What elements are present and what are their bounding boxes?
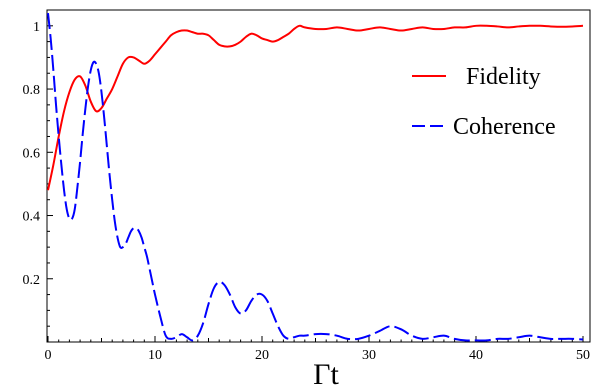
y-tick-label: 0.8 xyxy=(23,83,41,98)
y-tick-label: 1 xyxy=(33,20,40,35)
x-tick-label: 10 xyxy=(148,348,162,363)
x-tick-label: 30 xyxy=(362,348,376,363)
series-line-coherence xyxy=(48,13,583,340)
x-axis-title: Γt xyxy=(313,358,339,389)
legend: Fidelity Coherence xyxy=(412,64,556,140)
legend-label-fidelity: Fidelity xyxy=(466,64,541,90)
plot-axes xyxy=(47,10,590,342)
y-tick-label: 0.4 xyxy=(23,210,41,225)
y-tick-label: 0.6 xyxy=(23,146,41,161)
x-tick-label: 40 xyxy=(469,348,483,363)
series-line-fidelity xyxy=(48,26,583,191)
x-tick-label: 50 xyxy=(576,348,590,363)
legend-label-coherence: Coherence xyxy=(453,114,556,140)
y-tick-label: 0.2 xyxy=(23,273,41,288)
x-tick-label: 0 xyxy=(45,348,52,363)
plot-series xyxy=(48,13,583,340)
x-tick-label: 20 xyxy=(255,348,269,363)
plot-frame xyxy=(47,10,590,342)
